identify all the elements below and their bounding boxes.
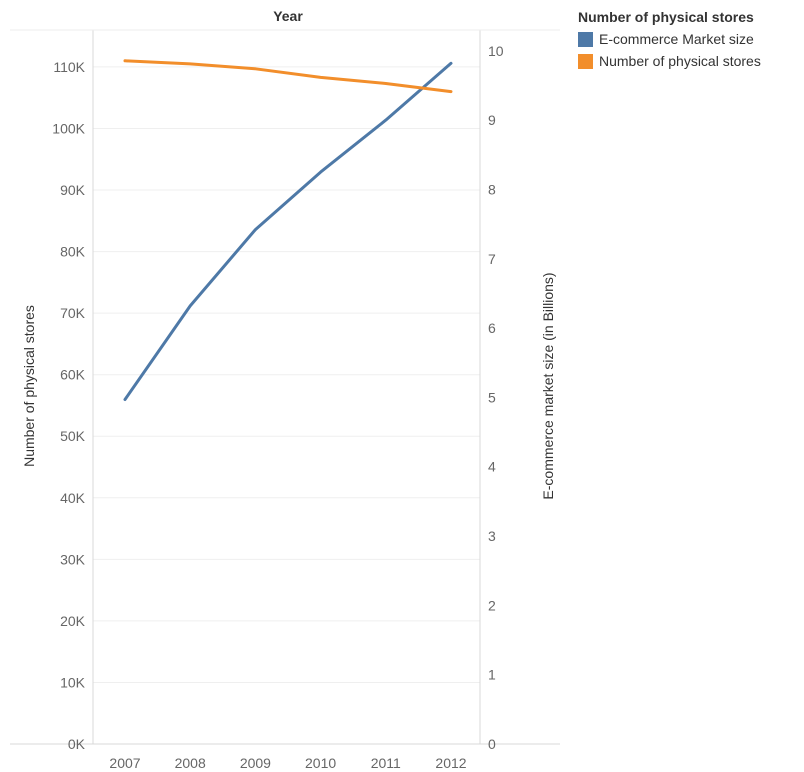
- left-tick-label: 50K: [60, 428, 86, 444]
- legend-item-ecommerce[interactable]: E-commerce Market size: [578, 28, 761, 50]
- left-axis-title: Number of physical stores: [21, 305, 37, 467]
- left-tick-label: 20K: [60, 613, 86, 629]
- left-tick-label: 80K: [60, 244, 86, 260]
- gridlines: [93, 66, 480, 683]
- legend-label-stores: Number of physical stores: [599, 53, 761, 69]
- right-tick-label: 0: [488, 736, 496, 752]
- stores-line: [123, 59, 453, 94]
- legend-swatch-stores: [578, 53, 593, 69]
- x-tick-label: 2011: [371, 755, 401, 771]
- x-tick-label: 2007: [109, 755, 140, 771]
- right-axis-ticks: 0 1 2 3 4 5 6 7 8 9 10: [488, 43, 504, 752]
- left-tick-label: 100K: [52, 120, 85, 136]
- axes: [10, 29, 560, 745]
- legend-label-ecommerce: E-commerce Market size: [599, 31, 754, 47]
- right-tick-label: 9: [488, 112, 496, 128]
- right-tick-label: 4: [488, 459, 496, 475]
- left-tick-label: 60K: [60, 367, 86, 383]
- left-tick-label: 0K: [68, 736, 86, 752]
- x-axis-title: Year: [273, 8, 303, 24]
- left-tick-label: 30K: [60, 551, 86, 567]
- legend-title: Number of physical stores: [578, 9, 754, 25]
- ecommerce-line: [123, 61, 453, 401]
- left-tick-label: 90K: [60, 182, 86, 198]
- left-axis-ticks: 0K 10K 20K 30K 40K 50K 60K 70K 80K 90K 100K 110K: [52, 59, 85, 752]
- right-tick-label: 2: [488, 597, 496, 613]
- x-tick-label: 2008: [175, 755, 206, 771]
- left-tick-label: 110K: [53, 59, 85, 75]
- legend-swatch-ecommerce: [578, 31, 593, 47]
- x-tick-label: 2010: [305, 755, 336, 771]
- x-tick-label: 2012: [435, 755, 466, 771]
- left-tick-label: 10K: [60, 674, 86, 690]
- left-tick-label: 70K: [60, 305, 86, 321]
- right-tick-label: 6: [488, 320, 496, 336]
- series-lines: [123, 59, 453, 401]
- right-tick-label: 7: [488, 251, 496, 267]
- right-tick-label: 8: [488, 181, 496, 197]
- x-tick-label: 2009: [240, 755, 271, 771]
- right-tick-label: 1: [488, 667, 496, 683]
- right-tick-label: 5: [488, 389, 496, 405]
- legend: Number of physical stores E-commerce Mar…: [578, 9, 761, 72]
- x-axis-ticks: 2007 2008 2009 2010 2011 2012: [109, 755, 466, 771]
- left-tick-label: 40K: [60, 490, 86, 506]
- right-axis-title: E-commerce market size (in Billions): [540, 272, 556, 499]
- legend-item-stores[interactable]: Number of physical stores: [578, 50, 761, 72]
- right-tick-label: 3: [488, 528, 496, 544]
- right-tick-label: 10: [488, 43, 504, 59]
